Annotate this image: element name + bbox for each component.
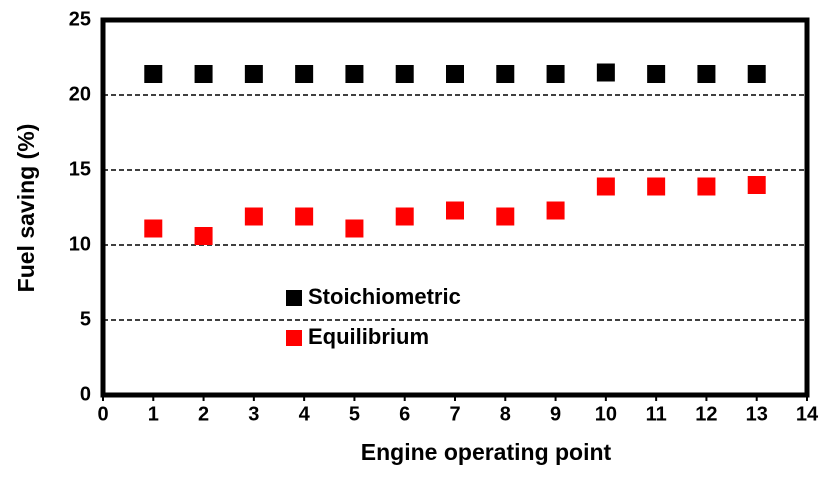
x-tick-label: 12	[695, 403, 717, 425]
x-tick-label: 10	[595, 403, 617, 425]
marker	[647, 65, 666, 83]
legend-label: Equilibrium	[308, 324, 429, 349]
marker	[446, 65, 464, 83]
plot-frame	[100, 17, 810, 398]
legend-label: Stoichiometric	[308, 284, 461, 309]
x-tick-label: 11	[646, 403, 667, 425]
marker	[697, 177, 716, 196]
marker	[446, 201, 464, 220]
marker	[244, 207, 263, 226]
marker	[144, 219, 163, 238]
marker	[395, 207, 414, 226]
marker	[747, 65, 766, 83]
marker	[647, 177, 666, 196]
marker	[697, 65, 716, 83]
marker	[244, 65, 263, 83]
x-tick-label: 13	[746, 403, 768, 425]
y-tick-label: 10	[69, 233, 91, 255]
x-tick-label: 6	[399, 403, 410, 425]
y-tick-label: 20	[69, 83, 91, 105]
legend-swatch	[286, 330, 302, 346]
marker	[496, 207, 515, 226]
x-tick-label: 3	[248, 403, 259, 425]
marker	[395, 65, 414, 83]
x-tick-label: 5	[349, 403, 360, 425]
marker	[345, 65, 364, 83]
marker	[295, 65, 314, 83]
x-axis-label: Engine operating point	[361, 439, 612, 465]
y-tick-label: 0	[80, 383, 91, 405]
x-tick-label: 14	[796, 403, 819, 425]
marker	[194, 65, 213, 83]
marker	[194, 227, 213, 245]
y-tick-label: 15	[69, 158, 91, 180]
x-tick-label: 7	[449, 403, 460, 425]
x-tick-label: 4	[299, 403, 311, 425]
marker	[747, 176, 766, 194]
x-tick-label: 0	[97, 403, 108, 425]
x-tick-label: 9	[550, 403, 561, 425]
marker	[546, 201, 565, 220]
marker	[596, 63, 615, 82]
marker	[546, 65, 565, 83]
y-tick-label: 25	[69, 8, 91, 30]
x-tick-label: 1	[148, 403, 159, 425]
marker	[295, 207, 314, 226]
marker	[496, 65, 515, 83]
x-tick-label: 8	[500, 403, 511, 425]
x-tick-label: 2	[198, 403, 209, 425]
y-tick-label: 5	[80, 308, 91, 330]
marker	[596, 177, 615, 196]
y-axis-label: Fuel saving (%)	[13, 124, 39, 293]
legend-swatch	[286, 290, 302, 306]
marker	[144, 65, 163, 83]
marker	[345, 219, 364, 238]
